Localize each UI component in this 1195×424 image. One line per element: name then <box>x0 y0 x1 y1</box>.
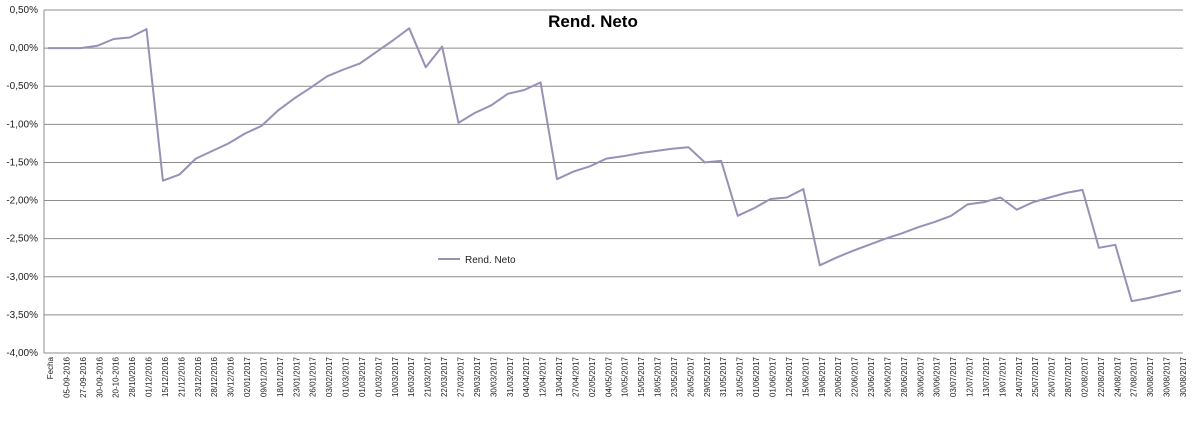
x-tick-label: 29/05/2017 <box>703 356 712 397</box>
x-tick-label: 16/03/2017 <box>407 356 416 397</box>
x-axis: Fecha 05-09-2016 27-09-2016 30-09-2016 20-10… <box>46 356 1188 397</box>
y-tick-label: -0,50% <box>6 81 38 92</box>
x-tick-label: 02/05/2017 <box>588 356 597 397</box>
x-tick-label: 12/04/2017 <box>539 356 548 397</box>
x-tick-label: 28/10/2016 <box>128 356 137 397</box>
gridlines <box>43 9 1183 354</box>
x-tick-label: 18/01/2017 <box>276 356 285 397</box>
legend-label-rend-neto: Rend. Neto <box>465 255 516 266</box>
x-tick-label: 27/04/2017 <box>571 356 580 397</box>
x-tick-label: 23/01/2017 <box>292 356 301 397</box>
x-tick-label: 27/03/2017 <box>457 356 466 397</box>
x-tick-label: 12/06/2017 <box>785 356 794 397</box>
x-tick-label: 22/06/2017 <box>851 356 860 397</box>
x-tick-label: 20/06/2017 <box>834 356 843 397</box>
x-tick-label: 01/06/2017 <box>752 356 761 397</box>
y-tick-label: -4,00% <box>6 348 38 359</box>
x-tick-label: 31/05/2017 <box>719 356 728 397</box>
x-tick-label: 28/06/2017 <box>900 356 909 397</box>
x-tick-label: 21/03/2017 <box>424 356 433 397</box>
x-tick-label: 22/03/2017 <box>440 356 449 397</box>
series-layer <box>48 27 1182 303</box>
y-tick-label: -1,00% <box>6 119 38 130</box>
x-tick-label: 15/12/2016 <box>161 356 170 397</box>
y-tick-label: 0,00% <box>10 43 38 54</box>
x-tick-label: 19/06/2017 <box>818 356 827 397</box>
x-tick-label: 03/02/2017 <box>325 356 334 397</box>
x-tick-label: 30/12/2016 <box>227 356 236 397</box>
x-tick-label: 24/07/2017 <box>1015 356 1024 397</box>
x-tick-label: 01/03/2017 <box>358 356 367 397</box>
x-tick-label: 26/05/2017 <box>686 356 695 397</box>
x-tick-label: 30/08/2017 <box>1146 356 1155 397</box>
x-tick-label: 31/03/2017 <box>506 356 515 397</box>
y-tick-label: -3,00% <box>6 272 38 283</box>
x-tick-label: 30/03/2017 <box>489 356 498 397</box>
x-tick-label: 23/12/2016 <box>194 356 203 397</box>
x-tick-label: 01/12/2016 <box>145 356 154 397</box>
y-tick-label: -2,50% <box>6 234 38 245</box>
x-tick-label: 03/07/2017 <box>949 356 958 397</box>
x-tick-label: 30/08/2017 <box>1179 356 1188 397</box>
y-tick-label: -2,00% <box>6 196 38 207</box>
x-tick-label: 15/06/2017 <box>801 356 810 397</box>
y-tick-label: -3,50% <box>6 310 38 321</box>
x-tick-label: 21/12/2016 <box>177 356 186 397</box>
x-tick-label: 10/03/2017 <box>391 356 400 397</box>
x-tick-label: 30/06/2017 <box>933 356 942 397</box>
x-tick-label: 01/03/2017 <box>342 356 351 397</box>
x-tick-label: 30-09-2016 <box>95 356 104 397</box>
x-tick-label: 30/08/2017 <box>1163 356 1172 397</box>
chart-title: Rend. Neto <box>548 12 638 31</box>
x-tick-label: 02/01/2017 <box>243 356 252 397</box>
x-tick-label: 01/03/2017 <box>374 356 383 397</box>
x-tick-label: 01/06/2017 <box>768 356 777 397</box>
x-tick-label: 28/07/2017 <box>1064 356 1073 397</box>
x-tick-label: 19/07/2017 <box>998 356 1007 397</box>
x-tick-label: 29/03/2017 <box>473 356 482 397</box>
x-tick-label: 26/07/2017 <box>1048 356 1057 397</box>
x-tick-label: 15/05/2017 <box>637 356 646 397</box>
x-tick-label: 30/06/2017 <box>916 356 925 397</box>
x-tick-label: 20-10-2016 <box>112 356 121 397</box>
x-tick-label: Fecha <box>46 356 55 379</box>
x-tick-label: 04/04/2017 <box>522 356 531 397</box>
x-tick-label: 18/05/2017 <box>654 356 663 397</box>
x-tick-label: 04/05/2017 <box>604 356 613 397</box>
x-tick-label: 23/06/2017 <box>867 356 876 397</box>
y-axis: 0,50% 0,00% -0,50% -1,00% -1,50% -2,00% -2,50%… <box>6 5 38 359</box>
x-tick-label: 13/07/2017 <box>982 356 991 397</box>
x-tick-label: 28/12/2016 <box>210 356 219 397</box>
x-tick-label: 02/08/2017 <box>1080 356 1089 397</box>
x-tick-label: 22/08/2017 <box>1097 356 1106 397</box>
x-tick-label: 23/05/2017 <box>670 356 679 397</box>
series-line-rend-neto <box>48 27 1182 303</box>
x-tick-label: 31/05/2017 <box>736 356 745 397</box>
x-tick-label: 24/08/2017 <box>1113 356 1122 397</box>
x-tick-label: 09/01/2017 <box>259 356 268 397</box>
y-tick-label: 0,50% <box>10 5 38 16</box>
x-tick-label: 13/04/2017 <box>555 356 564 397</box>
x-tick-label: 27/08/2017 <box>1130 356 1139 397</box>
legend: Rend. Neto <box>438 255 516 266</box>
x-tick-label: 05-09-2016 <box>62 356 71 397</box>
x-tick-label: 10/05/2017 <box>621 356 630 397</box>
x-tick-label: 27-09-2016 <box>79 356 88 397</box>
y-tick-label: -1,50% <box>6 157 38 168</box>
x-tick-label: 12/07/2017 <box>966 356 975 397</box>
x-tick-label: 25/07/2017 <box>1031 356 1040 397</box>
x-tick-label: 26/06/2017 <box>883 356 892 397</box>
x-tick-label: 26/01/2017 <box>309 356 318 397</box>
